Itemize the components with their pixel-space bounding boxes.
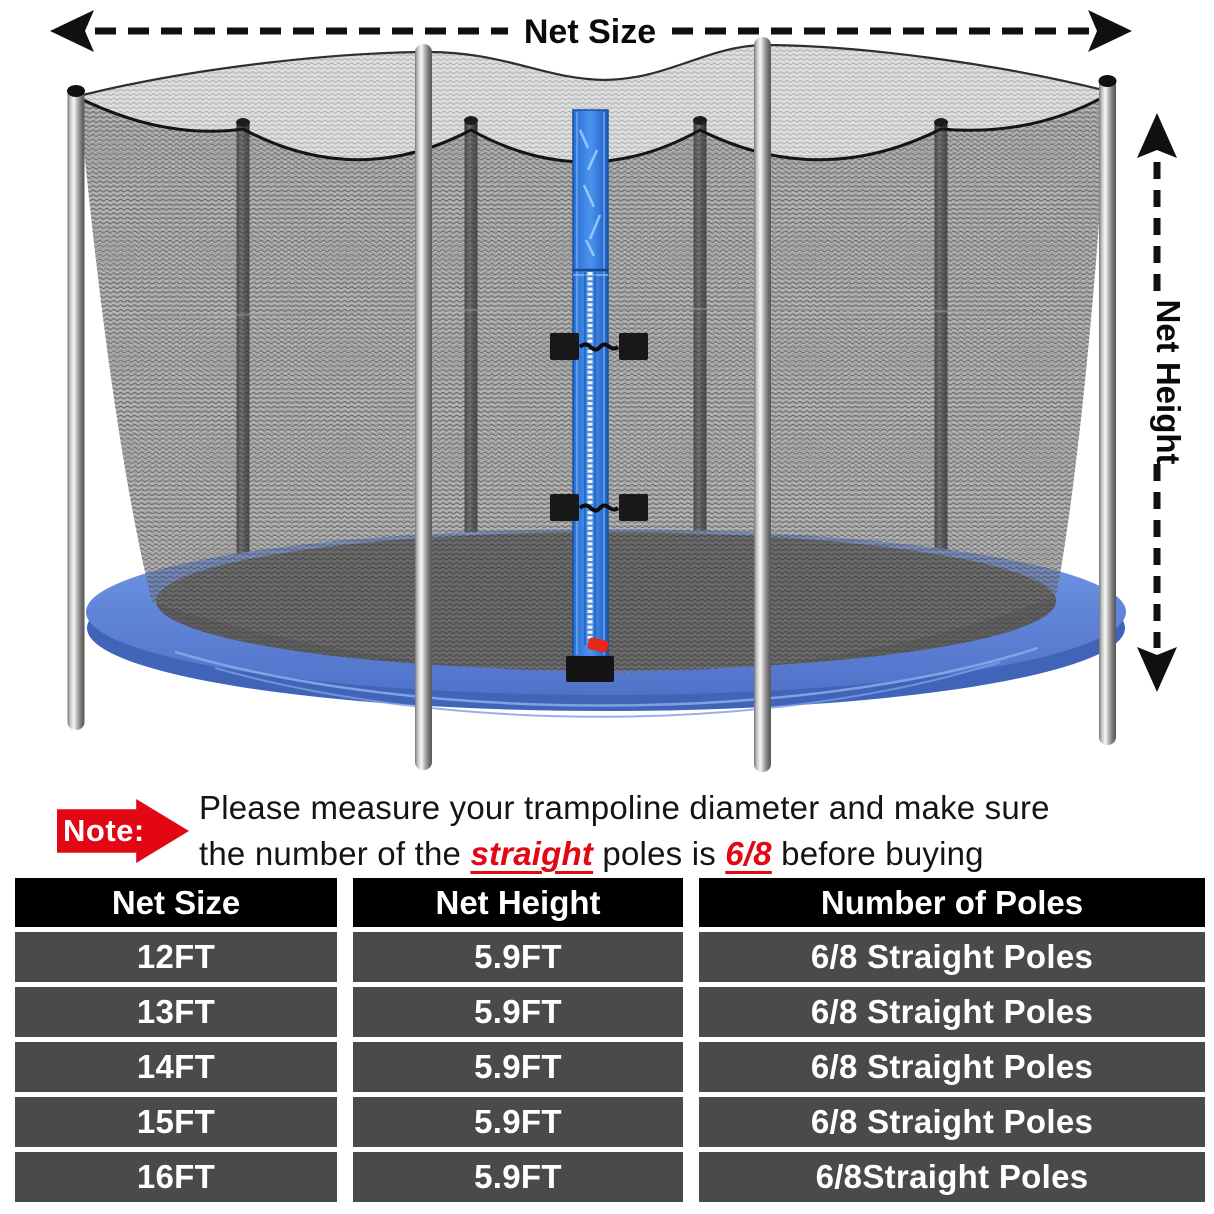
- table-cell: 5.9FT: [353, 1097, 683, 1147]
- table-cell: 6/8 Straight Poles: [699, 1097, 1205, 1147]
- front-poles: [67, 37, 1117, 772]
- spec-table: Net Size Net Height Number of Poles 12FT…: [15, 878, 1205, 1202]
- table-cell: 5.9FT: [353, 987, 683, 1037]
- table-cell: 6/8 Straight Poles: [699, 1042, 1205, 1092]
- note-highlight-poles-count: 6/8: [725, 835, 772, 872]
- table-cell: 5.9FT: [353, 932, 683, 982]
- arrowhead-up-icon: [1137, 113, 1177, 158]
- zipper-pull: [587, 637, 609, 653]
- table-cell: 14FT: [15, 1042, 337, 1092]
- entrance-zipper-strip: [566, 109, 614, 682]
- table-cell: 5.9FT: [353, 1152, 683, 1202]
- table-header-poles: Number of Poles: [699, 878, 1205, 927]
- table-cell: 6/8Straight Poles: [699, 1152, 1205, 1202]
- net-size-label: Net Size: [524, 13, 656, 51]
- strip-sheen: [578, 129, 602, 257]
- note-line2-prefix: the number of the: [199, 835, 471, 872]
- table-header-net-size: Net Size: [15, 878, 337, 927]
- table-header-net-height: Net Height: [353, 878, 683, 927]
- table-cell: 15FT: [15, 1097, 337, 1147]
- note-arrow: Note:: [57, 799, 189, 863]
- table-cell: 16FT: [15, 1152, 337, 1202]
- arrowhead-right-icon: [1088, 10, 1132, 52]
- table-cell: 5.9FT: [353, 1042, 683, 1092]
- note-line-2: the number of the straight poles is 6/8 …: [199, 831, 1050, 877]
- strip-base: [566, 656, 614, 682]
- table-cell: 6/8 Straight Poles: [699, 932, 1205, 982]
- table-cell: 12FT: [15, 932, 337, 982]
- net-height-label: Net Height: [1150, 300, 1187, 465]
- net-back-wall: [78, 43, 1108, 673]
- table-cell: 6/8 Straight Poles: [699, 987, 1205, 1037]
- net-height-arrow: Net Height: [1137, 113, 1187, 692]
- note-highlight-straight: straight: [470, 835, 594, 872]
- arrowhead-down-icon: [1137, 647, 1177, 692]
- note-line2-middle: poles is: [593, 835, 726, 872]
- note-line-1: Please measure your trampoline diameter …: [199, 788, 1050, 826]
- note-text: Please measure your trampoline diameter …: [199, 785, 1050, 877]
- arrowhead-left-icon: [50, 10, 94, 52]
- trampoline-illustration: Net Size Net Height: [50, 10, 1187, 772]
- note-line2-suffix: before buying: [771, 835, 984, 872]
- note-section: Note: Please measure your trampoline dia…: [0, 786, 1214, 876]
- note-label: Note:: [63, 813, 145, 848]
- net-size-arrow: Net Size: [50, 10, 1132, 52]
- net-clips: [550, 333, 648, 521]
- table-cell: 13FT: [15, 987, 337, 1037]
